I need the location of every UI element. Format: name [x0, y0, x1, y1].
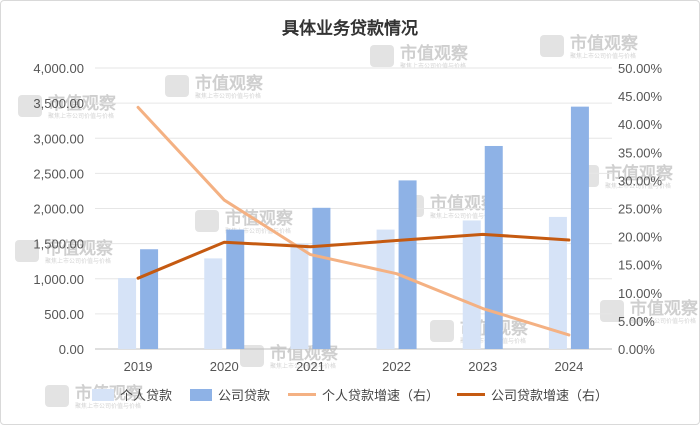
bar-personal-2019 [118, 278, 137, 349]
x-tick-label: 2021 [296, 359, 325, 374]
right-tick-label: 5.00% [618, 314, 655, 329]
legend-item-corporate-loans: 公司贷款 [189, 385, 270, 404]
left-tick-label: 500.00 [44, 307, 84, 322]
x-tick-label: 2024 [554, 359, 583, 374]
left-tick-label: 4,000.00 [33, 61, 84, 76]
bar-corporate-2021 [312, 207, 331, 349]
bar-personal-2024 [548, 216, 567, 349]
watermark-subtext: 聚焦上市公司价值与价格 [225, 227, 291, 235]
right-tick-label: 35.00% [618, 145, 663, 160]
bar-corporate-2023 [484, 145, 503, 349]
x-tick-label: 2020 [210, 359, 239, 374]
left-tick-label: 2,000.00 [33, 202, 84, 217]
right-axis-ticks: 0.00% 5.00% 10.00% 15.00% 20.00% 25.00% 30.00%… [618, 61, 663, 357]
watermark-logo [18, 95, 42, 117]
bar-personal-2023 [462, 220, 481, 349]
watermark-logo [430, 320, 454, 342]
legend-item-corporate-growth: 公司贷款增速（右） [457, 385, 608, 404]
watermark-text: 市值观察 [605, 163, 674, 184]
right-tick-label: 10.00% [618, 286, 663, 301]
legend-label-corporate-growth: 公司贷款增速（右） [491, 389, 609, 404]
legend-item-personal-growth: 个人贷款增速（右） [288, 385, 439, 404]
legend-label-personal-growth: 个人贷款增速（右） [322, 389, 440, 404]
legend-swatch-personal-loans [91, 388, 114, 401]
x-tick-label: 2019 [124, 359, 153, 374]
bar-personal-2021 [290, 243, 309, 349]
watermark-text: 市值观察 [48, 93, 117, 114]
watermark-subtext: 聚焦上市公司价值与价格 [48, 112, 114, 120]
right-tick-label: 30.00% [618, 173, 663, 188]
bar-personal-2020 [204, 258, 223, 349]
watermark-subtext: 聚焦上市公司价值与价格 [570, 52, 636, 60]
left-tick-label: 2,500.00 [33, 166, 84, 181]
watermark-subtext: 聚焦上市公司价值与价格 [45, 257, 111, 265]
watermark-logo [540, 35, 564, 57]
watermark-logo [45, 385, 69, 407]
bar-series [118, 106, 589, 349]
right-tick-label: 25.00% [618, 202, 663, 217]
bar-personal-2022 [376, 229, 395, 349]
legend-swatch-corporate-loans [189, 388, 212, 401]
left-tick-label: 3,000.00 [33, 131, 84, 146]
line-series [136, 105, 571, 337]
legend-label-corporate-loans: 公司贷款 [217, 389, 270, 404]
x-tick-label: 2023 [468, 359, 497, 374]
right-tick-label: 45.00% [618, 89, 663, 104]
watermark-text: 市值观察 [195, 73, 264, 94]
watermark-subtext: 聚焦上市公司价值与价格 [400, 62, 466, 70]
watermark-logo [370, 45, 394, 67]
watermark-subtext: 聚焦上市公司价值与价格 [605, 182, 671, 190]
right-tick-label: 0.00% [618, 342, 655, 357]
left-tick-label: 1,500.00 [33, 237, 84, 252]
bar-corporate-2020 [226, 229, 245, 349]
watermark-text: 市值观察 [570, 33, 639, 54]
legend-label-personal-loans: 个人贷款 [119, 389, 172, 404]
watermark-subtext: 聚焦上市公司价值与价格 [195, 92, 261, 100]
watermark-logo [240, 345, 264, 367]
watermark-logo [15, 240, 39, 262]
watermark-subtext: 聚焦上市公司价值与价格 [430, 212, 496, 220]
line-corporate-growth [136, 232, 571, 280]
legend-swatch-corporate-growth [457, 393, 486, 396]
line-personal-growth [136, 105, 571, 337]
legend-item-personal-loans: 个人贷款 [91, 385, 172, 404]
bar-corporate-2024 [570, 106, 589, 349]
chart-title: 具体业务贷款情况 [282, 19, 418, 39]
watermark-text: 市值观察 [400, 43, 469, 64]
grid-lines [95, 67, 612, 350]
bar-corporate-2022 [398, 180, 417, 349]
watermark-logo [195, 210, 219, 232]
right-tick-label: 50.00% [618, 61, 663, 76]
left-tick-label: 3,500.00 [33, 96, 84, 111]
left-tick-label: 0.00 [59, 342, 84, 357]
x-tick-label: 2022 [382, 359, 411, 374]
left-tick-label: 1,000.00 [33, 272, 84, 287]
right-tick-label: 20.00% [618, 230, 663, 245]
right-tick-label: 40.00% [618, 117, 663, 132]
watermark-text: 市值观察 [630, 298, 699, 319]
legend-swatch-personal-growth [288, 393, 316, 396]
watermark-subtext: 聚焦上市公司价值与价格 [270, 362, 336, 370]
watermark-logo [165, 75, 189, 97]
left-axis-ticks: 0.00 500.00 1,000.00 1,500.00 2,000.00 2,500.… [33, 61, 84, 357]
watermark-layer: 市值观察聚焦上市公司价值与价格市值观察聚焦上市公司价值与价格市值观察聚焦上市公司… [15, 33, 699, 410]
legend: 个人贷款 公司贷款 个人贷款增速（右） 公司贷款增速（右） [0, 385, 700, 404]
watermark-subtext: 聚焦上市公司价值与价格 [630, 317, 696, 325]
watermark-logo [600, 300, 624, 322]
bar-corporate-2019 [140, 249, 159, 349]
watermark-text: 市值观察 [225, 208, 294, 229]
watermark-subtext: 聚焦上市公司价值与价格 [75, 402, 141, 410]
right-tick-label: 15.00% [618, 258, 663, 273]
x-axis-ticks: 2019 2020 2021 2022 2023 2024 [124, 359, 584, 374]
